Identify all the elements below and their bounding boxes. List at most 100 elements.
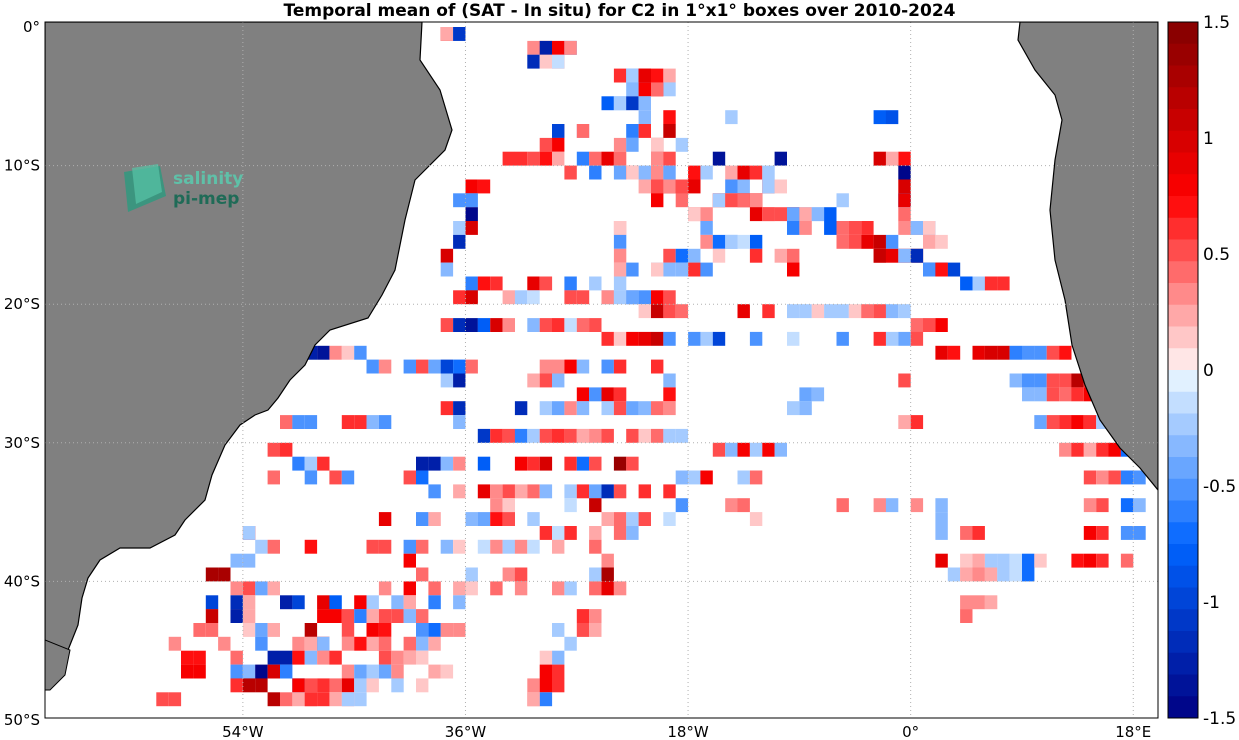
colorbar-step bbox=[1168, 413, 1198, 436]
data-cell bbox=[613, 221, 627, 235]
data-cell bbox=[354, 664, 367, 679]
data-cell bbox=[898, 179, 911, 194]
data-cell bbox=[626, 137, 639, 152]
data-cell bbox=[428, 581, 441, 596]
data-cell bbox=[378, 512, 392, 526]
data-cell bbox=[811, 207, 825, 222]
data-cell bbox=[242, 581, 256, 596]
data-cell bbox=[502, 498, 515, 513]
data-cell bbox=[663, 331, 676, 346]
data-cell bbox=[193, 650, 206, 665]
data-cell bbox=[416, 470, 429, 485]
data-cell bbox=[1034, 387, 1047, 402]
data-cell bbox=[613, 387, 627, 402]
data-cell bbox=[1096, 526, 1109, 540]
data-cell bbox=[539, 678, 553, 693]
data-cell bbox=[564, 581, 577, 596]
data-cell bbox=[1083, 526, 1097, 540]
data-cell bbox=[292, 678, 305, 693]
data-cell bbox=[552, 40, 565, 55]
data-cell bbox=[613, 526, 627, 540]
data-cell bbox=[737, 498, 750, 513]
data-cell bbox=[638, 68, 651, 83]
lon-tick-label: 54°W bbox=[222, 723, 264, 740]
data-cell bbox=[848, 304, 862, 319]
lat-tick-label: 0° bbox=[23, 18, 40, 36]
data-cell bbox=[836, 331, 849, 346]
data-cell bbox=[663, 304, 676, 319]
data-cell bbox=[354, 678, 367, 693]
data-cell bbox=[589, 456, 602, 471]
data-cell bbox=[638, 401, 651, 416]
data-cell bbox=[1034, 553, 1047, 568]
data-cell bbox=[539, 54, 553, 69]
data-cell bbox=[638, 124, 651, 138]
data-cell bbox=[873, 151, 886, 166]
data-cell bbox=[453, 318, 466, 332]
data-cell bbox=[737, 234, 750, 249]
data-cell bbox=[193, 623, 206, 637]
data-cell bbox=[354, 692, 367, 707]
data-cell bbox=[453, 27, 466, 41]
logo-line2: pi-mep bbox=[173, 189, 239, 209]
data-cell bbox=[168, 692, 182, 707]
data-cell bbox=[749, 248, 763, 263]
data-cell bbox=[935, 318, 948, 332]
data-cell bbox=[984, 567, 998, 582]
colorbar-step bbox=[1168, 587, 1198, 610]
data-cell bbox=[774, 248, 787, 263]
data-cell bbox=[589, 428, 602, 443]
data-cell bbox=[416, 456, 429, 471]
data-cell bbox=[811, 387, 825, 402]
data-cell bbox=[230, 595, 243, 610]
data-cell bbox=[416, 539, 429, 554]
data-cell bbox=[663, 82, 676, 97]
logo-line1: salinity bbox=[173, 169, 243, 189]
data-cell bbox=[168, 636, 182, 651]
data-cell bbox=[341, 623, 355, 637]
data-cell bbox=[539, 151, 553, 166]
colorbar-step bbox=[1168, 261, 1198, 284]
data-cell bbox=[589, 276, 602, 291]
data-cell bbox=[1120, 526, 1134, 540]
data-cell bbox=[267, 664, 280, 679]
data-cell bbox=[873, 248, 886, 263]
data-cell bbox=[651, 82, 664, 97]
colorbar-step bbox=[1168, 652, 1198, 675]
colorbar-tick-label: 0 bbox=[1203, 361, 1214, 381]
data-cell bbox=[230, 650, 243, 665]
data-cell bbox=[552, 650, 565, 665]
data-cell bbox=[527, 678, 540, 693]
data-cell bbox=[267, 581, 280, 596]
data-cell bbox=[242, 553, 256, 568]
data-cell bbox=[242, 595, 256, 610]
data-cell bbox=[762, 442, 775, 457]
data-cell bbox=[576, 401, 590, 416]
colorbar-step bbox=[1168, 87, 1198, 110]
data-cell bbox=[539, 484, 553, 499]
data-cell bbox=[1059, 442, 1072, 457]
data-cell bbox=[885, 331, 899, 346]
data-cell bbox=[329, 650, 342, 665]
data-cell bbox=[774, 207, 787, 222]
data-cell bbox=[502, 318, 515, 332]
data-cell bbox=[378, 650, 392, 665]
data-cell bbox=[280, 595, 293, 610]
data-cell bbox=[1046, 387, 1060, 402]
data-cell bbox=[1022, 387, 1035, 402]
data-cell bbox=[465, 193, 478, 208]
data-cell bbox=[477, 428, 491, 443]
data-cell bbox=[675, 470, 689, 485]
data-cell bbox=[737, 442, 750, 457]
data-cell bbox=[477, 276, 491, 291]
data-cell bbox=[181, 650, 194, 665]
data-cell bbox=[453, 623, 466, 637]
data-cell bbox=[1083, 498, 1097, 513]
data-cell bbox=[1071, 442, 1084, 457]
data-cell bbox=[576, 359, 590, 374]
data-cell bbox=[440, 359, 454, 374]
data-cell bbox=[304, 470, 318, 485]
data-cell bbox=[824, 221, 837, 235]
data-cell bbox=[688, 331, 701, 346]
data-cell bbox=[552, 623, 565, 637]
